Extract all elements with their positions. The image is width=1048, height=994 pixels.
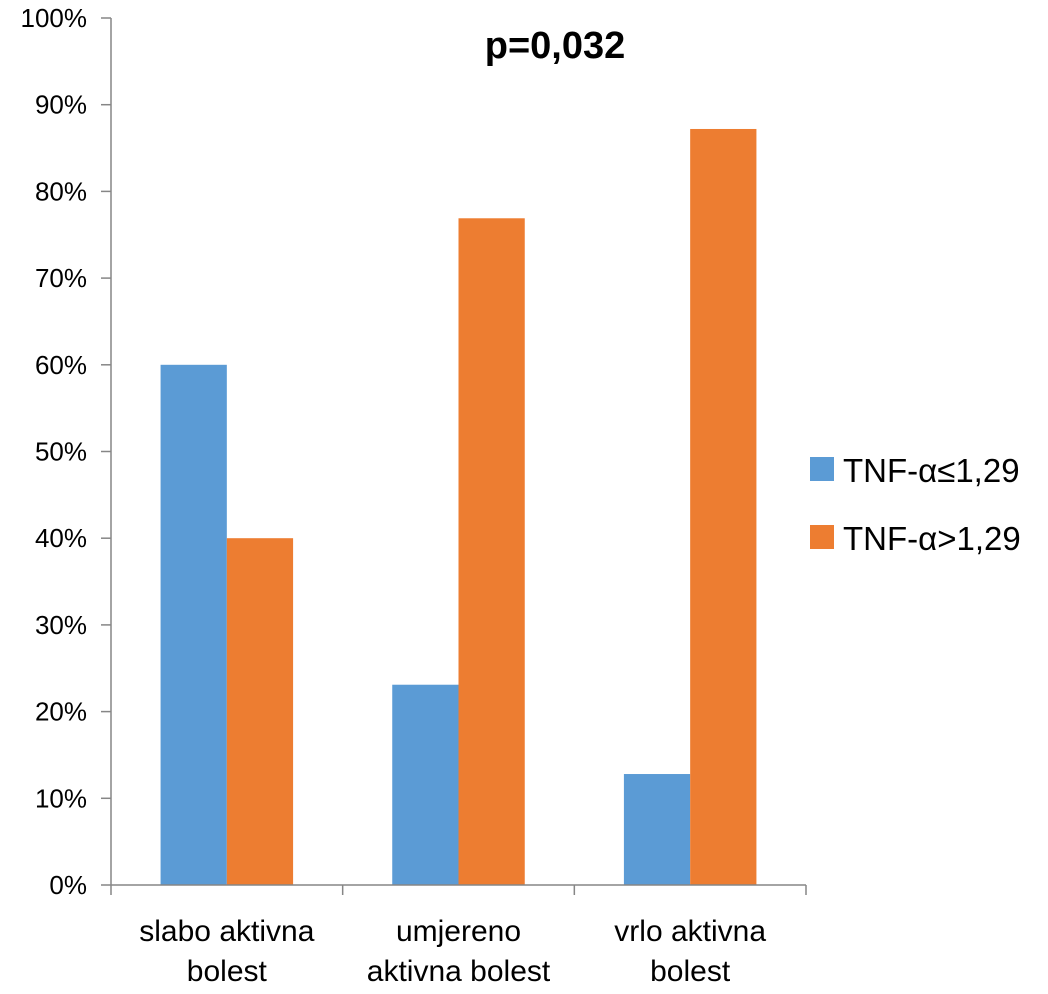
x-category-label-line: umjereno xyxy=(396,915,521,948)
bar xyxy=(226,538,294,885)
x-category-label-line: bolest xyxy=(187,955,268,988)
bar xyxy=(690,128,757,885)
y-tick-label: 20% xyxy=(35,697,87,727)
x-category-label-line: slabo aktivna xyxy=(139,915,314,948)
y-tick-label: 50% xyxy=(35,437,87,467)
legend-label: TNF-α≤1,29 xyxy=(843,452,1020,489)
x-category-label: vrlo aktivna bolest xyxy=(614,915,766,988)
legend-swatch xyxy=(810,525,834,549)
y-tick-label: 80% xyxy=(35,176,87,206)
y-tick-label: 90% xyxy=(35,90,87,120)
legend-swatch xyxy=(810,457,834,481)
y-tick-label: 70% xyxy=(35,263,87,293)
y-tick-label: 0% xyxy=(49,870,87,900)
x-category-label-line: aktivna bolest xyxy=(367,955,551,988)
legend: TNF-α≤1,29 TNF-α>1,29 xyxy=(810,452,1021,557)
bar xyxy=(623,774,691,885)
bars xyxy=(160,128,757,886)
legend-label: TNF-α>1,29 xyxy=(843,520,1021,557)
y-tick-label: 10% xyxy=(35,783,87,813)
x-category-label: slabo aktivna bolest xyxy=(139,915,314,988)
bar xyxy=(458,218,525,886)
axes xyxy=(110,18,807,895)
x-category-label-line: vrlo aktivna xyxy=(614,915,766,948)
y-tick-label: 30% xyxy=(35,610,87,640)
y-tick-label: 60% xyxy=(35,350,87,380)
x-category-label: umjereno aktivna bolest xyxy=(367,915,551,988)
bar xyxy=(160,364,227,885)
x-category-label-line: bolest xyxy=(650,955,731,988)
y-axis-ticks: 0% 10% 20% 30% 40% 50% 60% 70% 80% 90% 100% xyxy=(21,3,111,900)
x-axis-labels: slabo aktivna bolest umjereno aktivna boles… xyxy=(139,915,766,988)
bar xyxy=(392,684,459,885)
y-tick-label: 40% xyxy=(35,523,87,553)
y-tick-label: 100% xyxy=(21,3,88,33)
chart-title: p=0,032 xyxy=(485,25,626,67)
